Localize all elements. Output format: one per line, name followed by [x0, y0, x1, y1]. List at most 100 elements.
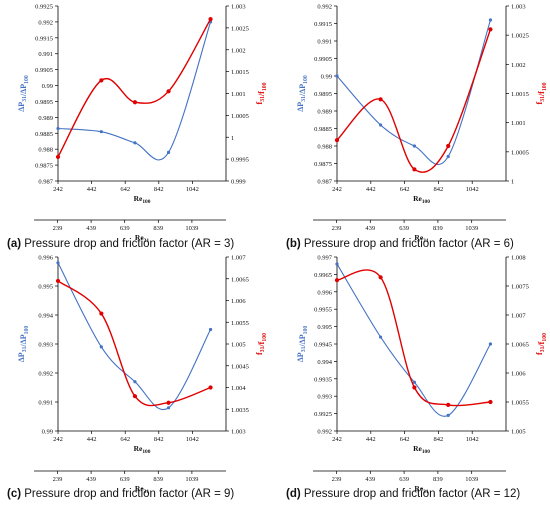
data-point-friction-factor	[99, 78, 104, 83]
y-tick-label-left: 0.9915	[314, 21, 332, 28]
data-point-pressure-drop	[446, 413, 450, 417]
y-tick-label-left: 0.991	[38, 400, 53, 407]
data-point-pressure-drop	[133, 141, 137, 145]
y-tick-label-left: 0.993	[317, 394, 332, 401]
y-tick-label-left: 0.988	[38, 147, 53, 154]
x2-tick-label: 239	[53, 225, 63, 232]
y-tick-label-left: 0.987	[317, 179, 332, 186]
y-tick-label-left: 0.9885	[35, 131, 53, 138]
x2-axis-label: Re31	[414, 233, 428, 244]
x2-tick-label: 439	[365, 225, 375, 232]
y-tick-label-right: 1.0065	[231, 276, 249, 283]
y-tick-label-right: 1.001	[231, 91, 246, 98]
data-point-friction-factor	[132, 394, 138, 399]
data-point-friction-factor	[412, 385, 417, 390]
data-point-pressure-drop	[412, 144, 417, 148]
x-tick-label: 442	[87, 436, 97, 443]
data-point-pressure-drop	[379, 335, 383, 339]
y-tick-label-right: 1.008	[511, 255, 526, 262]
x2-tick-label: 839	[153, 225, 163, 232]
x-tick-label: 842	[434, 186, 444, 193]
chart-panel-c: 0.99 0.991 0.992 0.993 0.994 0.995 0.996 1.003 1…	[17, 255, 268, 496]
y-tick-label-right: 1.0075	[511, 284, 529, 291]
y-tick-label-left: 0.992	[38, 371, 53, 378]
data-point-pressure-drop	[133, 380, 137, 384]
y-tick-label-right: 1.0015	[511, 91, 529, 98]
caption-letter: (c)	[7, 488, 22, 500]
y-tick-label-right: 1.005	[231, 342, 246, 349]
y-tick-label-right: 1.003	[231, 429, 246, 436]
data-point-friction-factor	[99, 311, 104, 316]
x2-tick-label: 439	[365, 476, 375, 483]
y-tick-label-left: 0.9935	[314, 376, 332, 383]
y-tick-label-left: 0.9915	[35, 35, 53, 42]
y-tick-label-right: 1.0055	[231, 320, 249, 327]
y-tick-label-left: 0.9945	[314, 342, 332, 349]
series-line-pressure-drop	[336, 263, 491, 417]
y-tick-label-right: 0.9995	[231, 157, 249, 164]
y-tick-label-left: 0.995	[317, 324, 332, 331]
series-line-pressure-drop	[57, 21, 212, 161]
y-tick-label-left: 0.989	[38, 115, 53, 122]
y-tick-label-left: 0.991	[317, 39, 332, 46]
data-point-pressure-drop	[99, 345, 103, 349]
y-tick-label-left: 0.9955	[314, 307, 332, 314]
y-tick-label-left: 0.9925	[314, 411, 332, 418]
y-axis-label-left: ΔP31/ΔP100	[17, 75, 30, 112]
y-tick-label-right: 1.002	[511, 62, 526, 69]
y-tick-label-left: 0.992	[38, 19, 53, 26]
series-line-friction-factor	[57, 18, 212, 158]
y-axis-label-left: ΔP31/ΔP100	[17, 326, 30, 363]
x2-tick-label: 439	[86, 225, 96, 232]
data-point-friction-factor	[488, 399, 493, 405]
data-point-friction-factor	[446, 143, 451, 149]
series-line-pressure-drop	[57, 262, 212, 411]
x-tick-label: 1042	[466, 436, 479, 443]
y-tick-label-left: 0.996	[317, 289, 332, 296]
data-point-friction-factor	[208, 385, 213, 390]
x-axis-label: Re100	[134, 194, 151, 205]
x-axis-label: Re100	[413, 444, 430, 455]
y-tick-label-right: 1.002	[231, 47, 246, 54]
y-tick-label-right: 1	[231, 135, 234, 142]
x-tick-label: 1042	[186, 436, 199, 443]
x2-tick-label: 1039	[465, 225, 478, 232]
y-tick-label-left: 0.9895	[35, 99, 53, 106]
y-tick-label-left: 0.994	[38, 313, 53, 320]
y-tick-label-left: 0.989	[317, 109, 332, 116]
y-tick-label-right: 1.0015	[231, 69, 249, 76]
data-point-pressure-drop	[412, 380, 417, 384]
y-axis-label-left: ΔP31/ΔP100	[296, 326, 309, 363]
x2-tick-label: 839	[433, 476, 443, 483]
y-tick-label-right: 1	[511, 179, 514, 186]
y-tick-label-left: 0.988	[317, 144, 332, 151]
caption-b: (b) Pressure drop and friction factor (A…	[286, 238, 514, 250]
y-tick-label-right: 1.0025	[231, 25, 249, 32]
y-tick-label-left: 0.9875	[314, 161, 332, 168]
x2-axis-label: Re31	[135, 233, 149, 244]
y-tick-label-right: 1.005	[511, 429, 526, 436]
y-tick-label-left: 0.9885	[314, 126, 332, 133]
x2-axis-label: Re31	[135, 484, 149, 495]
y-tick-label-left: 0.9925	[35, 4, 53, 11]
x-tick-label: 842	[154, 436, 164, 443]
y-tick-label-right: 1.0025	[511, 33, 529, 40]
y-tick-label-right: 0.999	[231, 179, 246, 186]
series-line-friction-factor	[336, 269, 491, 407]
data-point-pressure-drop	[335, 74, 339, 78]
y-tick-label-right: 1.0065	[511, 342, 529, 349]
y-axis-label-right: f31/f100	[255, 82, 268, 104]
y-axis-label-right: f31/f100	[255, 333, 268, 355]
y-tick-label-right: 1.007	[511, 313, 526, 320]
y-tick-label-right: 1.0045	[231, 363, 249, 370]
x2-tick-label: 639	[120, 225, 130, 232]
caption-a: (a) Pressure drop and friction factor (A…	[7, 238, 234, 250]
x-tick-label: 442	[87, 186, 97, 193]
x-axis-label: Re100	[134, 444, 151, 455]
y-axis-label-right: f31/f100	[535, 82, 548, 104]
data-point-friction-factor	[446, 402, 451, 407]
data-point-friction-factor	[488, 27, 493, 32]
y-tick-label-left: 0.993	[38, 342, 53, 349]
data-point-friction-factor	[208, 17, 213, 22]
y-tick-label-left: 0.992	[317, 4, 332, 11]
